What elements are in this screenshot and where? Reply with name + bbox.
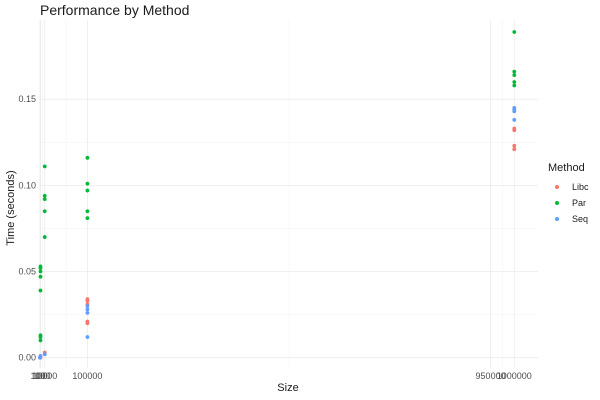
data-point [42,352,47,357]
data-point [38,264,43,269]
data-point [85,310,90,315]
x-tick-label: 1000 [30,371,50,381]
x-tick-label: 100000 [72,371,102,381]
data-point [38,269,43,274]
y-axis-ticks: 0.00 0.05 0.10 0.15 [18,94,36,362]
data-point [85,209,90,214]
data-point [512,143,517,148]
legend-key-seq [555,217,559,221]
x-tick-label: 100 [33,371,48,381]
y-tick-label: 0.10 [18,180,36,190]
data-point [512,126,517,131]
y-axis-label: Time (seconds) [5,170,17,245]
legend-label-libc: Libc [572,182,589,192]
data-point [85,216,90,221]
data-point [38,338,43,343]
x-tick-label: 10 [35,371,45,381]
data-point [42,197,47,202]
data-point [42,164,47,169]
y-tick-label: 0.00 [18,353,36,363]
legend-title: Method [548,162,585,174]
legend: Method Libc Par Seq [548,162,589,224]
data-point [512,147,517,152]
series-par [38,30,517,343]
data-point [85,181,90,186]
data-point [42,235,47,239]
data-point [85,155,90,160]
legend-items: Libc Par Seq [555,182,589,224]
grid [39,20,538,368]
data-point [38,354,43,358]
series-libc [38,126,517,360]
data-points [38,30,517,360]
data-point [42,193,47,198]
data-point [38,333,43,338]
data-point [512,80,517,84]
legend-key-libc [555,185,559,189]
data-point [512,69,517,74]
data-point [42,209,47,214]
data-point [512,30,517,34]
chart-title: Performance by Method [40,2,189,18]
legend-label-par: Par [572,198,586,208]
data-point [85,297,90,301]
data-point [85,319,90,324]
data-point [85,304,90,308]
x-tick-label: 950000 [476,371,506,381]
data-point [512,83,517,88]
y-tick-label: 0.05 [18,267,36,277]
data-point [85,307,90,312]
series-seq [38,105,517,360]
data-point [512,105,517,110]
legend-key-par [555,201,559,205]
data-point [512,118,517,122]
data-point [38,288,43,293]
x-axis-label: Size [277,382,298,394]
y-tick-label: 0.15 [18,94,36,104]
x-tick-label: 1000000 [497,371,532,381]
data-point [85,188,90,193]
data-point [512,73,517,78]
legend-label-seq: Seq [572,214,588,224]
data-point [38,274,43,279]
data-point [85,335,90,339]
x-tick-label: 10000 [32,371,57,381]
